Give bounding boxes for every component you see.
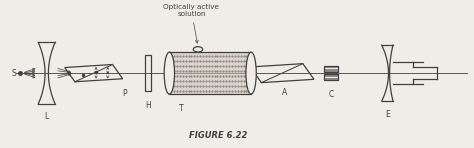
Text: A: A (282, 88, 287, 97)
Text: L: L (45, 112, 49, 121)
Bar (324, 74, 337, 80)
Text: C: C (328, 90, 334, 99)
Text: S: S (11, 69, 16, 78)
Ellipse shape (164, 52, 174, 94)
Text: T: T (179, 104, 183, 113)
Bar (145, 55, 151, 91)
Text: FIGURE 6.22: FIGURE 6.22 (189, 131, 247, 140)
Text: E: E (385, 110, 390, 119)
Bar (169, 52, 251, 94)
Text: Optically active
solution: Optically active solution (164, 4, 219, 43)
Ellipse shape (246, 52, 256, 94)
Text: H: H (145, 101, 151, 110)
Bar (324, 66, 337, 72)
Ellipse shape (193, 47, 203, 52)
Text: P: P (123, 89, 128, 98)
